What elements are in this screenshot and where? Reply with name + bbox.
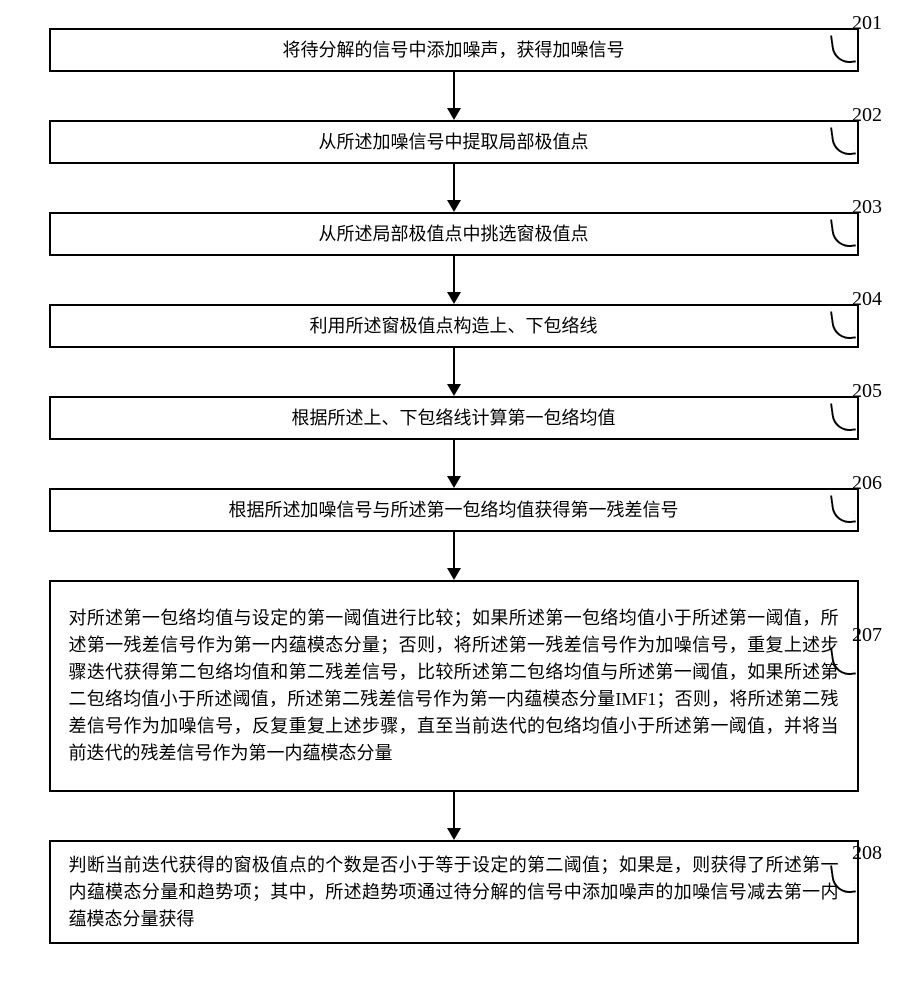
arrow-3-head [447, 292, 461, 304]
node-5-text: 根据所述上、下包络线计算第一包络均值 [292, 405, 616, 432]
node-4-box: 利用所述窗极值点构造上、下包络线 [49, 304, 859, 348]
label-207-text: 207 [852, 624, 882, 646]
node-5-box: 根据所述上、下包络线计算第一包络均值 [49, 396, 859, 440]
label-207: 207 [852, 624, 882, 647]
label-206: 206 [852, 472, 882, 495]
arrow-7 [447, 792, 461, 840]
node-7-box: 对所述第一包络均值与设定的第一阈值进行比较；如果所述第一包络均值小于所述第一阈值… [49, 580, 859, 792]
label-202-text: 202 [852, 104, 882, 126]
label-206-text: 206 [852, 472, 882, 494]
node-3-text: 从所述局部极值点中挑选窗极值点 [319, 221, 589, 248]
node-2-text: 从所述加噪信号中提取局部极值点 [319, 129, 589, 156]
arrow-6-line [453, 532, 455, 568]
label-203-text: 203 [852, 196, 882, 218]
arrow-1-line [453, 72, 455, 108]
label-201: 201 [852, 12, 882, 35]
node-3-box: 从所述局部极值点中挑选窗极值点 [49, 212, 859, 256]
node-5: 根据所述上、下包络线计算第一包络均值 [49, 396, 859, 440]
label-201-text: 201 [852, 12, 882, 34]
arrow-5-line [453, 440, 455, 476]
arrow-4-line [453, 348, 455, 384]
arrow-5 [447, 440, 461, 488]
node-8-text: 判断当前迭代获得的窗极值点的个数是否小于等于设定的第二阈值；如果是，则获得了所述… [69, 852, 839, 933]
label-204: 204 [852, 288, 882, 311]
node-7: 对所述第一包络均值与设定的第一阈值进行比较；如果所述第一包络均值小于所述第一阈值… [49, 580, 859, 792]
node-4-text: 利用所述窗极值点构造上、下包络线 [310, 313, 598, 340]
node-6: 根据所述加噪信号与所述第一包络均值获得第一残差信号 [49, 488, 859, 532]
arrow-1 [447, 72, 461, 120]
label-208-text: 208 [852, 842, 882, 864]
node-6-box: 根据所述加噪信号与所述第一包络均值获得第一残差信号 [49, 488, 859, 532]
node-1-box: 将待分解的信号中添加噪声，获得加噪信号 [49, 28, 859, 72]
label-204-text: 204 [852, 288, 882, 310]
flowchart-container: 将待分解的信号中添加噪声，获得加噪信号 201 从所述加噪信号中提取局部极值点 … [0, 0, 907, 1000]
node-4: 利用所述窗极值点构造上、下包络线 [49, 304, 859, 348]
node-1: 将待分解的信号中添加噪声，获得加噪信号 [49, 28, 859, 72]
node-3: 从所述局部极值点中挑选窗极值点 [49, 212, 859, 256]
label-205-text: 205 [852, 380, 882, 402]
arrow-6 [447, 532, 461, 580]
node-2: 从所述加噪信号中提取局部极值点 [49, 120, 859, 164]
node-2-box: 从所述加噪信号中提取局部极值点 [49, 120, 859, 164]
arrow-1-head [447, 108, 461, 120]
arrow-4-head [447, 384, 461, 396]
arrow-2-line [453, 164, 455, 200]
node-6-text: 根据所述加噪信号与所述第一包络均值获得第一残差信号 [229, 497, 679, 524]
arrow-7-line [453, 792, 455, 828]
node-8: 判断当前迭代获得的窗极值点的个数是否小于等于设定的第二阈值；如果是，则获得了所述… [49, 840, 859, 944]
arrow-6-head [447, 568, 461, 580]
arrow-3 [447, 256, 461, 304]
arrow-3-line [453, 256, 455, 292]
arrow-2-head [447, 200, 461, 212]
label-208: 208 [852, 842, 882, 865]
arrow-2 [447, 164, 461, 212]
label-205: 205 [852, 380, 882, 403]
node-1-text: 将待分解的信号中添加噪声，获得加噪信号 [283, 37, 625, 64]
node-8-box: 判断当前迭代获得的窗极值点的个数是否小于等于设定的第二阈值；如果是，则获得了所述… [49, 840, 859, 944]
arrow-4 [447, 348, 461, 396]
node-7-text: 对所述第一包络均值与设定的第一阈值进行比较；如果所述第一包络均值小于所述第一阈值… [69, 605, 839, 767]
arrow-7-head [447, 828, 461, 840]
label-203: 203 [852, 196, 882, 219]
arrow-5-head [447, 476, 461, 488]
label-202: 202 [852, 104, 882, 127]
